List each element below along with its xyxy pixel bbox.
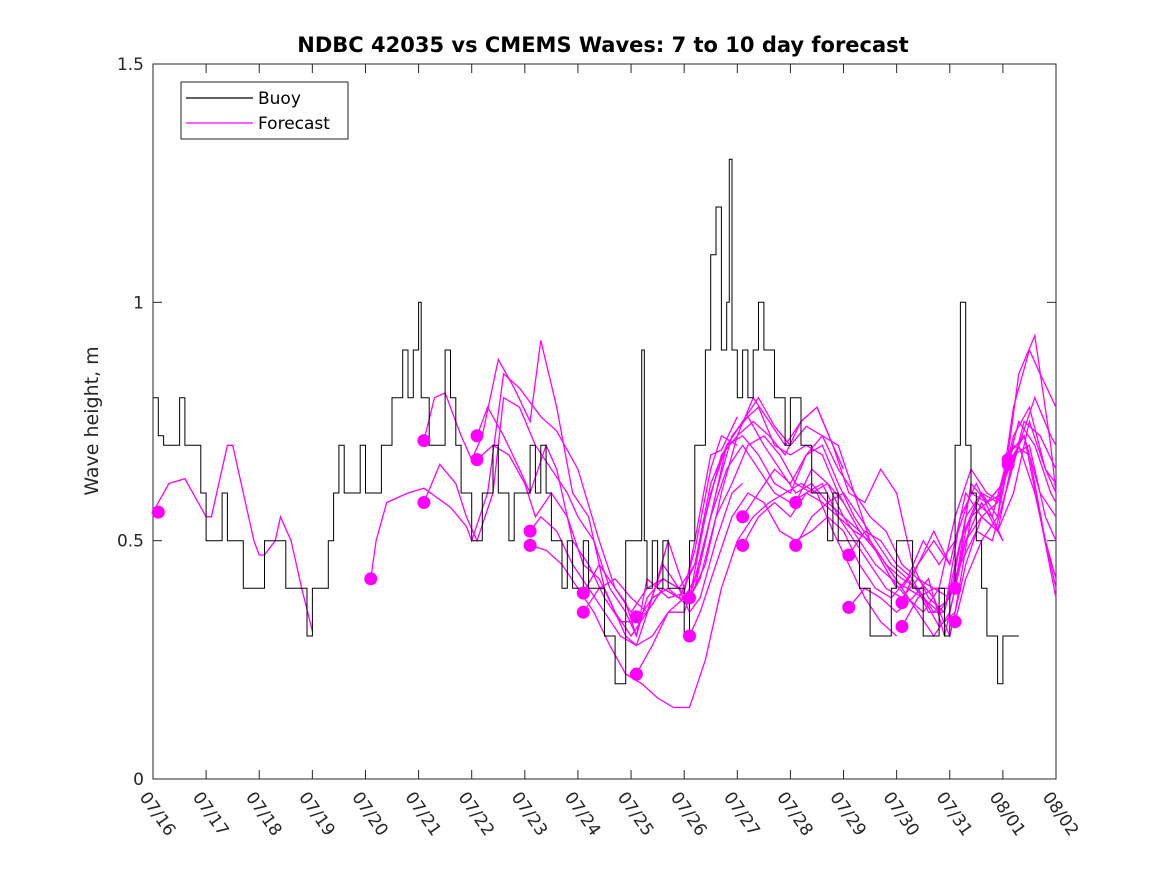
forecast-marker (789, 538, 803, 552)
forecast-marker (417, 434, 431, 448)
legend-box (180, 81, 349, 140)
x-tick-label: 08/01 (985, 788, 1029, 840)
legend-entry: Buoy (258, 89, 301, 109)
forecast-marker (523, 538, 537, 552)
x-tick-label: 07/21 (400, 788, 444, 840)
forecast-marker (576, 605, 590, 619)
legend-entry: Forecast (258, 114, 330, 134)
x-tick-label: 07/20 (347, 788, 391, 840)
x-tick-label: 07/16 (135, 788, 179, 840)
forecast-marker (948, 615, 962, 629)
forecast-marker (470, 429, 484, 443)
y-tick-label: 1.5 (117, 55, 144, 75)
forecast-line (423, 396, 744, 638)
forecast-marker (151, 505, 165, 519)
forecast-line (848, 434, 1057, 613)
forecast-marker (576, 586, 590, 600)
plot-frame (152, 63, 1057, 780)
forecast-marker (736, 538, 750, 552)
forecast-marker (948, 581, 962, 595)
forecast-line (954, 444, 1057, 589)
forecast-marker (842, 600, 856, 614)
forecast-line (954, 433, 1057, 622)
forecast-marker (470, 453, 484, 467)
forecast-line (848, 420, 1057, 637)
y-tick-label: 1 (133, 293, 144, 313)
x-tick-label: 08/02 (1038, 788, 1082, 840)
forecast-marker (683, 629, 696, 643)
forecast-marker (736, 510, 750, 524)
forecast-line (901, 444, 1057, 627)
forecast-marker (523, 524, 537, 538)
forecast-marker (417, 496, 431, 509)
y-axis-label: Wave height, m (81, 346, 103, 495)
forecast-line (582, 396, 950, 614)
forecast-marker (895, 596, 909, 610)
forecast-line (795, 333, 1057, 614)
x-tick-label: 07/25 (613, 788, 657, 840)
forecast-marker (1001, 457, 1015, 471)
forecast-line (529, 482, 898, 709)
buoy-line (153, 158, 1019, 685)
forecast-marker (629, 610, 643, 624)
x-tick-label: 07/17 (188, 788, 232, 840)
y-tick-label: 0.5 (117, 532, 144, 552)
x-tick-label: 07/24 (560, 788, 604, 840)
x-tick-label: 07/28 (772, 788, 816, 840)
y-tick-label: 0 (133, 770, 144, 790)
x-tick-label: 07/22 (454, 788, 498, 840)
x-tick-label: 07/29 (825, 788, 869, 840)
plot-area: 07/16 07/17 07/18 07/19 07/20 07/21 07/22 07/23… (117, 55, 1082, 840)
forecast-marker (895, 620, 909, 633)
forecast-line (742, 348, 1057, 614)
x-tick-label: 07/19 (294, 788, 338, 840)
forecast-marker (683, 591, 696, 605)
forecast-marker (789, 496, 803, 509)
forecast-marker (842, 548, 856, 562)
x-tick-label: 07/27 (719, 788, 763, 840)
x-tick-label: 07/23 (507, 788, 551, 840)
x-tick-label: 07/30 (879, 788, 923, 840)
x-tick-label: 07/26 (666, 788, 710, 840)
chart-title: NDBC 42035 vs CMEMS Waves: 7 to 10 day f… (297, 33, 908, 57)
x-tick-label: 07/31 (932, 788, 976, 840)
forecast-line (152, 444, 314, 632)
forecast-marker (364, 572, 378, 586)
x-tick-label: 07/18 (241, 788, 285, 840)
forecast-marker (629, 667, 643, 681)
